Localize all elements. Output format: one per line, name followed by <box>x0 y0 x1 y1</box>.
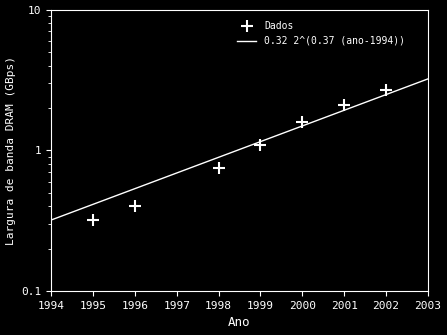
0.32 2^(0.37 (ano-1994)) <box>230 150 235 154</box>
Dados <box>258 142 263 146</box>
Dados <box>342 103 347 107</box>
Dados <box>299 120 305 124</box>
0.32 2^(0.37 (ano-1994)) <box>228 151 233 155</box>
0.32 2^(0.37 (ano-1994)) <box>357 102 363 106</box>
0.32 2^(0.37 (ano-1994)) <box>252 142 257 146</box>
Line: 0.32 2^(0.37 (ano-1994)): 0.32 2^(0.37 (ano-1994)) <box>51 79 428 220</box>
Dados <box>216 166 221 170</box>
0.32 2^(0.37 (ano-1994)) <box>416 80 422 84</box>
Y-axis label: Largura de banda DRAM (GBps): Largura de banda DRAM (GBps) <box>5 56 16 245</box>
Legend: Dados, 0.32 2^(0.37 (ano-1994)): Dados, 0.32 2^(0.37 (ano-1994)) <box>233 17 409 50</box>
Dados <box>132 204 138 208</box>
0.32 2^(0.37 (ano-1994)) <box>425 77 430 81</box>
X-axis label: Ano: Ano <box>228 317 251 329</box>
Dados <box>90 218 96 222</box>
0.32 2^(0.37 (ano-1994)) <box>273 134 278 138</box>
Line: Dados: Dados <box>88 84 392 225</box>
0.32 2^(0.37 (ano-1994)) <box>48 218 54 222</box>
Dados <box>384 88 389 92</box>
